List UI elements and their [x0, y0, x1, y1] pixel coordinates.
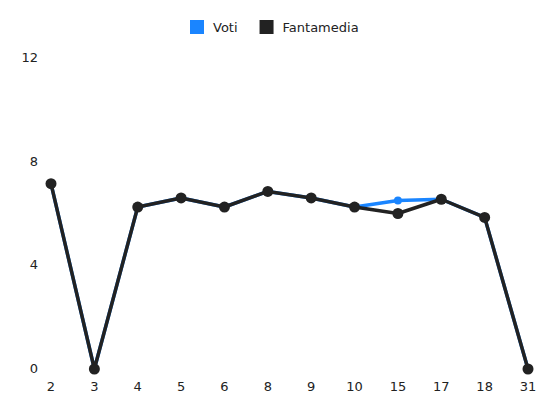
data-point [262, 186, 273, 197]
data-point [89, 364, 100, 375]
x-tick-label: 31 [520, 379, 537, 394]
data-point [349, 202, 360, 213]
data-point [46, 178, 57, 189]
y-tick-label: 12 [21, 50, 38, 65]
legend-swatch [190, 20, 204, 34]
series-line [51, 184, 528, 369]
data-point [436, 194, 447, 205]
series-line [51, 184, 528, 369]
y-tick-label: 4 [30, 257, 38, 272]
data-point [132, 202, 143, 213]
x-tick-label: 5 [177, 379, 185, 394]
chart: 0 4 8 12 2 3 4 5 6 8 9 10 15 17 18 31 Voti Fantamedia [0, 0, 550, 412]
x-tick-label: 15 [390, 379, 407, 394]
legend-label: Fantamedia [283, 20, 359, 35]
x-tick-label: 4 [134, 379, 142, 394]
x-tick-label: 2 [47, 379, 55, 394]
x-tick-label: 3 [90, 379, 98, 394]
data-point [394, 197, 402, 205]
y-tick-label: 8 [30, 154, 38, 169]
x-tick-label: 8 [264, 379, 272, 394]
x-tick-label: 10 [346, 379, 363, 394]
legend-label: Voti [213, 20, 238, 35]
x-tick-label: 17 [433, 379, 450, 394]
data-point [219, 202, 230, 213]
plot-area [46, 178, 534, 374]
data-point [176, 192, 187, 203]
data-point [523, 364, 534, 375]
x-tick-label: 18 [476, 379, 493, 394]
chart-container: 0 4 8 12 2 3 4 5 6 8 9 10 15 17 18 31 Voti Fantamedia [0, 0, 550, 412]
data-point [306, 192, 317, 203]
legend-swatch [260, 20, 274, 34]
y-tick-label: 0 [30, 361, 38, 376]
x-tick-label: 9 [307, 379, 315, 394]
data-point [479, 212, 490, 223]
data-point [392, 208, 403, 219]
x-tick-label: 6 [220, 379, 228, 394]
